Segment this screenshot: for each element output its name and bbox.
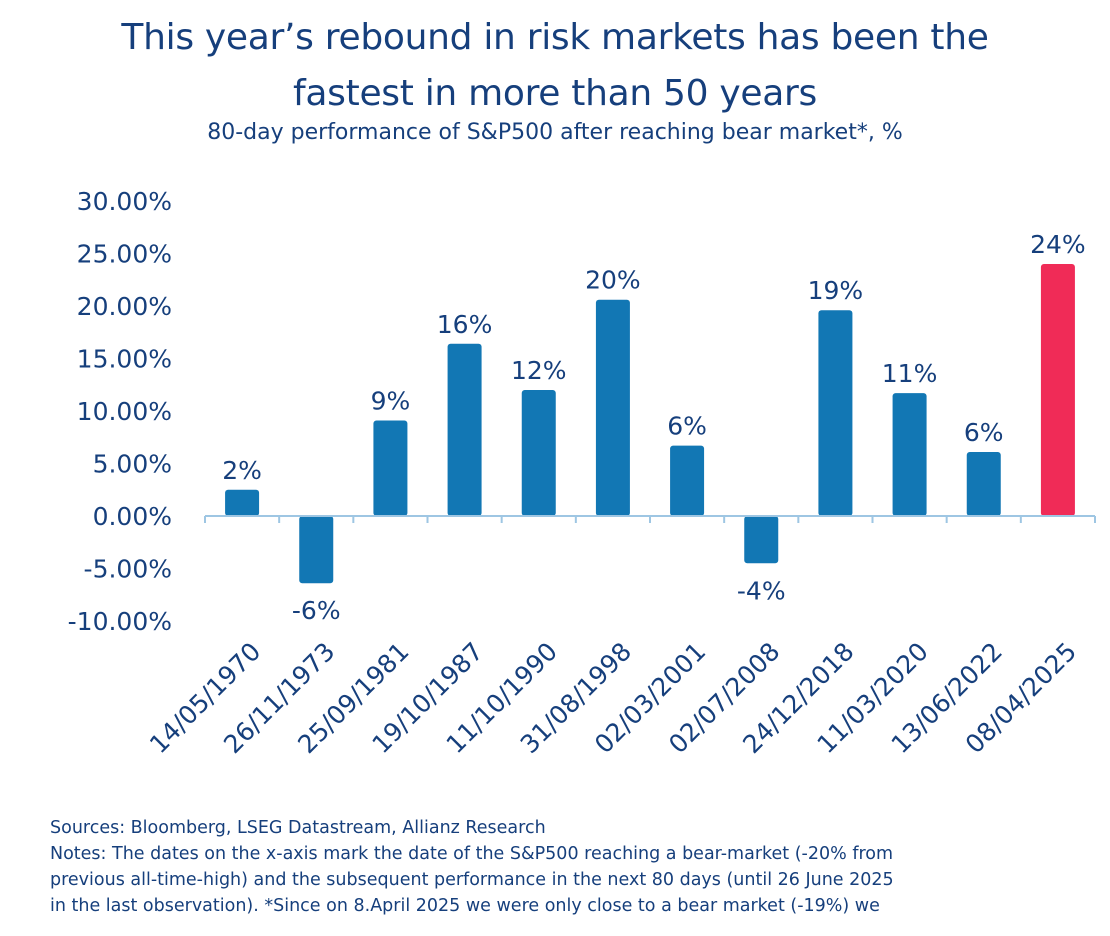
bar xyxy=(521,390,556,516)
chart-title: This year’s rebound in risk markets has … xyxy=(0,10,1110,122)
y-tick-label: 5.00% xyxy=(93,450,172,479)
y-tick-label: 25.00% xyxy=(77,240,172,269)
data-label: 20% xyxy=(585,266,641,295)
bar xyxy=(373,420,408,516)
y-tick-label: 0.00% xyxy=(93,502,172,531)
y-tick-label: 30.00% xyxy=(77,187,172,216)
x-axis-labels: 14/05/197026/11/197325/09/198119/10/1987… xyxy=(144,637,1082,759)
chart-title-line-1: This year’s rebound in risk markets has … xyxy=(121,17,989,58)
notes-line-1: Notes: The dates on the x-axis mark the … xyxy=(50,844,894,864)
data-label: 12% xyxy=(511,356,567,385)
data-label: 19% xyxy=(808,276,864,305)
bar xyxy=(1040,264,1075,516)
bar xyxy=(225,489,260,516)
y-tick-label: 10.00% xyxy=(77,397,172,426)
data-label: 6% xyxy=(964,418,1004,447)
chart-title-line-2: fastest in more than 50 years xyxy=(293,73,817,114)
bar xyxy=(447,343,482,516)
bar xyxy=(892,393,927,516)
footer-notes: Sources: Bloomberg, LSEG Datastream, All… xyxy=(50,815,1100,919)
data-label: 16% xyxy=(437,310,493,339)
y-tick-label: -5.00% xyxy=(84,555,172,584)
bar xyxy=(595,299,630,516)
sources-text: Sources: Bloomberg, LSEG Datastream, All… xyxy=(50,818,546,838)
y-tick-label: -10.00% xyxy=(68,607,172,636)
notes-line-2: previous all-time-high) and the subseque… xyxy=(50,870,894,890)
chart-subtitle: 80-day performance of S&P500 after reach… xyxy=(207,120,903,145)
bar-chart: -10.00% -5.00% 0.00% 5.00% 10.00% 15.00% 20.00… xyxy=(68,187,1096,759)
notes-line-3: in the last observation). *Since on 8.Ap… xyxy=(50,896,880,916)
data-label: -4% xyxy=(737,576,786,605)
data-label: 2% xyxy=(222,456,262,485)
data-label: 9% xyxy=(371,386,411,415)
data-label: 6% xyxy=(667,412,707,441)
data-label: -6% xyxy=(292,596,341,625)
bar xyxy=(670,445,705,516)
bar xyxy=(299,516,334,584)
y-tick-label: 15.00% xyxy=(77,345,172,374)
bar xyxy=(744,516,779,564)
y-axis: -10.00% -5.00% 0.00% 5.00% 10.00% 15.00% 20.00… xyxy=(68,187,172,636)
y-tick-label: 20.00% xyxy=(77,292,172,321)
bars xyxy=(225,264,1075,584)
x-axis-tickmarks xyxy=(204,516,1096,523)
data-label: 11% xyxy=(882,359,938,388)
bar xyxy=(818,310,853,516)
data-labels: 2% -6% 9% 16% 12% 20% 6% -4% 19% 11% 6% 24% xyxy=(222,230,1085,625)
data-label: 24% xyxy=(1030,230,1086,259)
bar xyxy=(966,451,1001,516)
